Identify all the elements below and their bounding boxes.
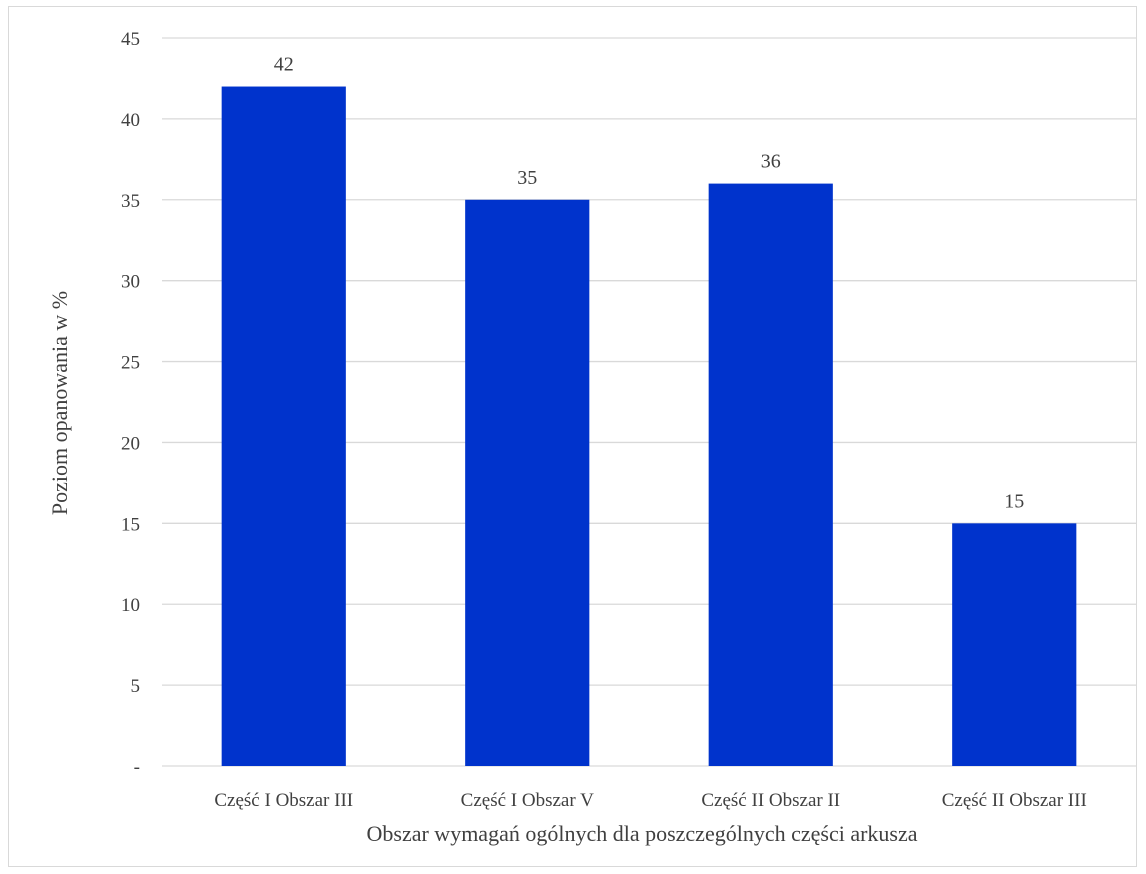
y-tick-label: 10 bbox=[121, 595, 140, 616]
x-tick-label: Część I Obszar V bbox=[461, 790, 594, 811]
x-axis-ticks: Część I Obszar III Część I Obszar V Część … bbox=[214, 790, 1086, 811]
data-label: 36 bbox=[761, 151, 781, 173]
data-label: 15 bbox=[1004, 490, 1024, 512]
data-label: 42 bbox=[274, 54, 294, 76]
y-tick-label: - bbox=[134, 757, 140, 778]
bar bbox=[952, 523, 1077, 766]
y-tick-label: 35 bbox=[121, 191, 140, 212]
x-axis-title: Obszar wymagań ogólnych dla poszczególny… bbox=[367, 821, 918, 846]
bar bbox=[708, 183, 833, 767]
bar bbox=[465, 199, 590, 766]
y-tick-label: 20 bbox=[121, 433, 140, 454]
data-labels: 42 35 36 15 bbox=[274, 54, 1025, 513]
y-axis-title: Poziom opanowania w % bbox=[47, 291, 72, 515]
x-tick-label: Część I Obszar III bbox=[214, 790, 353, 811]
data-label: 35 bbox=[517, 167, 537, 189]
y-tick-label: 25 bbox=[121, 353, 140, 374]
x-tick-label: Część II Obszar III bbox=[942, 790, 1087, 811]
x-tick-label: Część II Obszar II bbox=[701, 790, 840, 811]
bars bbox=[221, 86, 1077, 767]
y-tick-label: 15 bbox=[121, 514, 140, 535]
y-tick-label: 5 bbox=[131, 676, 141, 697]
y-tick-label: 30 bbox=[121, 272, 140, 293]
bar bbox=[221, 86, 346, 767]
y-tick-label: 45 bbox=[121, 29, 140, 50]
y-tick-label: 40 bbox=[121, 110, 140, 131]
y-axis-ticks: - 5 10 15 20 25 30 35 40 45 bbox=[121, 29, 140, 778]
